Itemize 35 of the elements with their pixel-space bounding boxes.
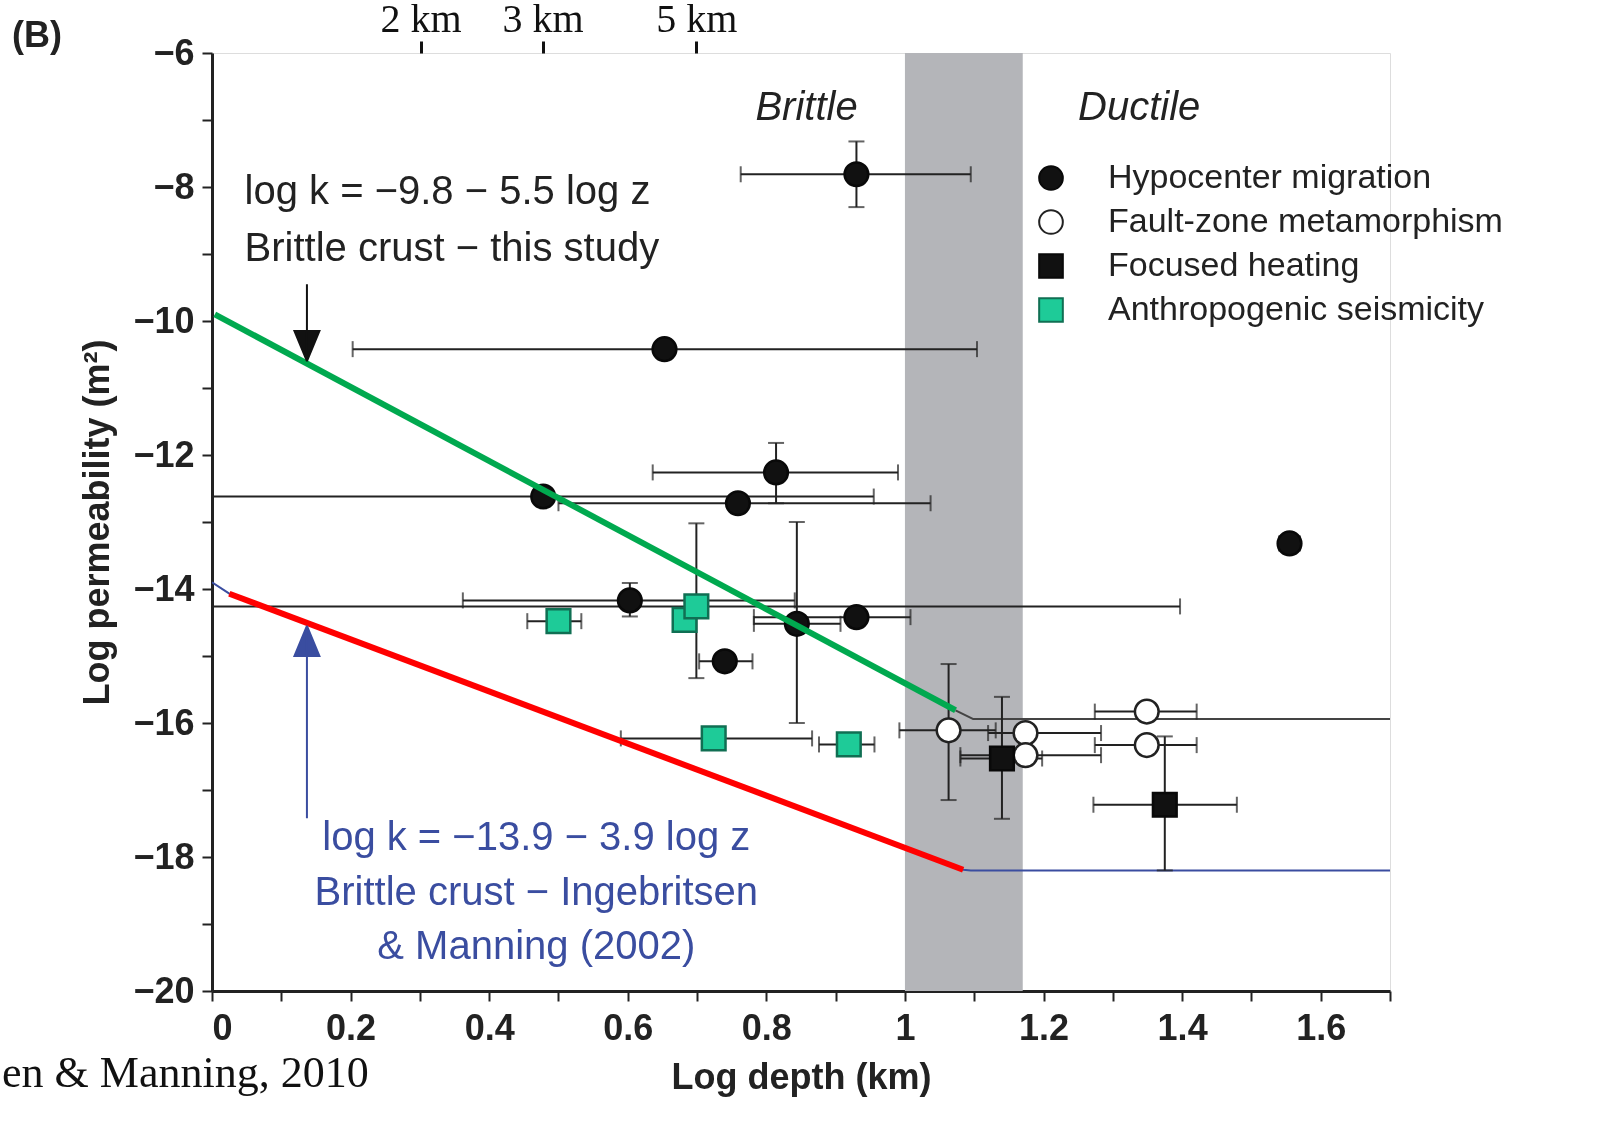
annotation: log k = −9.8 − 5.5 log z: [244, 167, 651, 212]
legend-label: Focused heating: [1108, 245, 1360, 283]
legend-label: Hypocenter migration: [1108, 157, 1432, 195]
y-tick-label: −12: [133, 433, 195, 475]
y-tick-label: −8: [153, 165, 195, 207]
y-tick-label: −16: [133, 701, 195, 743]
x-tick-label: 0: [212, 1006, 233, 1048]
x-tick-label: 0.4: [464, 1006, 515, 1048]
annotation: Brittle: [755, 84, 858, 128]
legend-label: Fault-zone metamorphism: [1108, 201, 1503, 239]
annotation: Brittle crust − this study: [244, 224, 660, 269]
x-tick-label: 1.6: [1296, 1006, 1347, 1048]
x-axis-title: Log depth (km): [671, 1055, 932, 1097]
annotation: Ductile: [1078, 84, 1201, 128]
x-tick-label: 0.6: [603, 1006, 654, 1048]
x-tick-label: 0.8: [741, 1006, 792, 1048]
x-tick-label: 1.2: [1019, 1006, 1070, 1048]
y-tick-label: −6: [153, 31, 195, 73]
x-tick-label: 1: [895, 1006, 916, 1048]
text: en & Manning, 2010: [2, 1048, 369, 1097]
annotation: & Manning (2002): [377, 922, 696, 967]
x2-tick-label: 3 km: [502, 0, 584, 41]
x2-tick-label: 5 km: [656, 0, 738, 41]
y-axis-title: Log permeability (m²): [76, 339, 118, 706]
y-tick-label: −18: [133, 835, 195, 877]
chart-title: (B): [12, 14, 62, 55]
y-tick-label: −10: [133, 299, 195, 341]
legend-label: Anthropogenic seismicity: [1108, 289, 1485, 327]
annotation: log k = −13.9 − 3.9 log z: [322, 814, 751, 859]
y-tick-label: −14: [133, 567, 195, 609]
x2-tick-label: 2 km: [380, 0, 462, 41]
y-tick-label: −20: [133, 969, 195, 1011]
x-tick-label: 0.2: [326, 1006, 377, 1048]
x-tick-label: 1.4: [1157, 1006, 1208, 1048]
annotation: Brittle crust − Ingebritsen: [314, 869, 759, 914]
